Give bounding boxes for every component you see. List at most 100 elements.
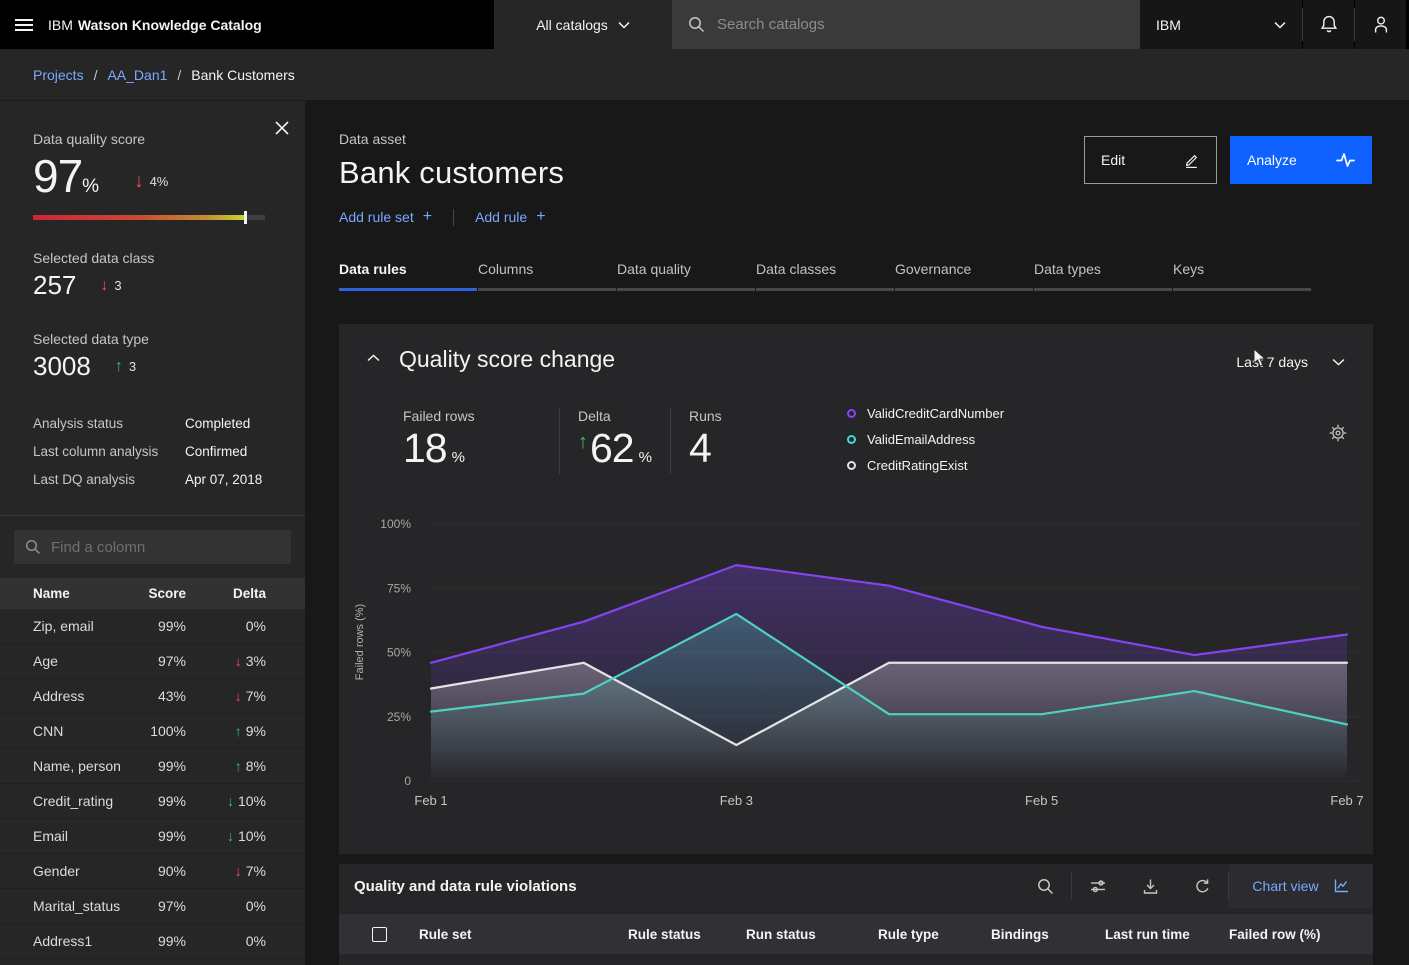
arrow-down-icon: ↓ bbox=[134, 171, 144, 192]
column-row[interactable]: Zip, email 99% 0% bbox=[0, 609, 305, 644]
arrow-up-icon: ↑ bbox=[234, 723, 242, 739]
stat-value: 4 bbox=[688, 425, 712, 471]
notifications-button[interactable] bbox=[1303, 0, 1354, 49]
table-search-button[interactable] bbox=[1019, 864, 1071, 908]
data-class-value: 257 bbox=[33, 270, 77, 300]
stat-runs: Runs 4 bbox=[689, 408, 722, 470]
tab-governance[interactable]: Governance bbox=[895, 261, 1033, 291]
column-name: CNN bbox=[33, 723, 64, 739]
column-row[interactable]: Gender 90% ↓ 7% bbox=[0, 854, 305, 889]
data-class-block: Selected data class 257 ↓ 3 bbox=[0, 220, 305, 301]
violations-header: Quality and data rule violations bbox=[339, 864, 1373, 908]
analyze-button[interactable]: Analyze bbox=[1230, 136, 1372, 184]
download-icon bbox=[1143, 879, 1157, 894]
data-quality-score-block: Data quality score 97% ↓ 4% bbox=[0, 101, 305, 199]
svg-text:Feb 7: Feb 7 bbox=[1330, 793, 1363, 808]
legend-item[interactable]: ValidCreditCardNumber bbox=[847, 406, 1004, 421]
chevron-down-icon bbox=[618, 21, 630, 29]
find-column-search bbox=[14, 530, 291, 564]
filter-settings-button[interactable] bbox=[1072, 864, 1124, 908]
user-icon bbox=[1374, 16, 1387, 33]
header-name: Name bbox=[33, 586, 70, 601]
add-rule-set-link[interactable]: Add rule set + bbox=[339, 208, 433, 225]
tab-data-types[interactable]: Data types bbox=[1034, 261, 1172, 291]
collapse-section-button[interactable] bbox=[367, 354, 380, 362]
date-range-selector[interactable]: Last 7 days bbox=[1236, 354, 1345, 370]
refresh-button[interactable] bbox=[1176, 864, 1228, 908]
column-name: Address1 bbox=[33, 933, 93, 949]
chart-settings-button[interactable] bbox=[1329, 424, 1347, 442]
column-row[interactable]: Name, person 99% ↑ 8% bbox=[0, 749, 305, 784]
meta-label: Analysis status bbox=[33, 416, 124, 431]
violations-column-header: Rule status bbox=[628, 926, 701, 942]
tab-columns[interactable]: Columns bbox=[478, 261, 616, 291]
breadcrumb-item[interactable]: AA_Dan1 bbox=[107, 66, 168, 83]
close-panel-button[interactable] bbox=[275, 121, 289, 135]
header-delta: Delta bbox=[232, 586, 266, 601]
chart-view-toggle[interactable]: Chart view bbox=[1229, 864, 1373, 908]
legend-item[interactable]: ValidEmailAddress bbox=[847, 432, 1004, 447]
catalog-selector-label: All catalogs bbox=[536, 16, 608, 33]
plus-icon: + bbox=[422, 208, 433, 225]
tab-data-quality[interactable]: Data quality bbox=[617, 261, 755, 291]
legend-label: CreditRatingExist bbox=[867, 458, 968, 473]
column-score: 99% bbox=[157, 793, 186, 809]
column-row[interactable]: Age 97% ↓ 3% bbox=[0, 644, 305, 679]
column-row[interactable]: Email 99% ↓ 10% bbox=[0, 819, 305, 854]
asset-type-label: Data asset bbox=[339, 131, 406, 147]
column-row[interactable]: CNN 100% ↑ 9% bbox=[0, 714, 305, 749]
violations-column-header: Run status bbox=[746, 926, 816, 942]
profile-button[interactable] bbox=[1355, 0, 1406, 49]
download-button[interactable] bbox=[1124, 864, 1176, 908]
rule-links: Add rule set + Add rule + bbox=[339, 208, 1409, 226]
column-row[interactable]: Address1 99% 0% bbox=[0, 924, 305, 959]
column-delta: ↓ 10% bbox=[226, 793, 266, 809]
search-catalogs-input[interactable] bbox=[717, 16, 1124, 33]
violations-column-header: Failed row (%) bbox=[1229, 926, 1321, 942]
chart-view-label: Chart view bbox=[1252, 878, 1319, 894]
select-all-checkbox[interactable] bbox=[371, 926, 387, 942]
breadcrumb-item[interactable]: Projects bbox=[33, 66, 84, 83]
find-column-input[interactable] bbox=[51, 538, 280, 556]
svg-text:Feb 3: Feb 3 bbox=[720, 793, 753, 808]
edit-pencil-icon bbox=[1185, 154, 1198, 168]
meta-value: Completed bbox=[185, 416, 251, 431]
menu-icon[interactable] bbox=[0, 0, 48, 49]
score-delta: ↓ 4% bbox=[134, 171, 169, 192]
edit-button[interactable]: Edit bbox=[1084, 136, 1217, 184]
svg-text:100%: 100% bbox=[380, 517, 411, 531]
column-row[interactable]: Address 43% ↓ 7% bbox=[0, 679, 305, 714]
search-icon bbox=[689, 17, 705, 33]
tab-data-classes[interactable]: Data classes bbox=[756, 261, 894, 291]
y-axis-label: Failed rows (%) bbox=[354, 603, 366, 681]
add-rule-link[interactable]: Add rule + bbox=[475, 208, 546, 225]
top-nav: IBM Watson Knowledge Catalog All catalog… bbox=[0, 0, 1409, 49]
violations-toolbar: Chart view bbox=[1019, 864, 1373, 908]
column-delta: 0% bbox=[245, 618, 266, 634]
violations-column-header: Rule type bbox=[878, 926, 939, 942]
column-score: 99% bbox=[157, 828, 186, 844]
toolbar-divider bbox=[1228, 872, 1229, 900]
tab-keys[interactable]: Keys bbox=[1173, 261, 1311, 291]
catalog-selector[interactable]: All catalogs bbox=[494, 0, 672, 49]
column-row[interactable]: Credit_rating 99% ↓ 10% bbox=[0, 784, 305, 819]
legend-item[interactable]: CreditRatingExist bbox=[847, 458, 1004, 473]
global-search bbox=[672, 0, 1140, 49]
meta-value: Confirmed bbox=[185, 444, 248, 459]
tab-data-rules[interactable]: Data rules bbox=[339, 261, 477, 291]
svg-text:Feb 5: Feb 5 bbox=[1025, 793, 1058, 808]
account-selector[interactable]: IBM bbox=[1140, 0, 1302, 49]
plus-icon: + bbox=[536, 208, 546, 225]
app-title: IBM Watson Knowledge Catalog bbox=[48, 0, 494, 49]
brand-name: Watson Knowledge Catalog bbox=[77, 16, 262, 33]
stat-value: 62 bbox=[590, 425, 635, 471]
column-score-table: Name Score Delta Zip, email 99% 0% Age 97% ↓ 3… bbox=[0, 578, 305, 959]
meta-value: Apr 07, 2018 bbox=[185, 472, 263, 487]
analysis-meta: Analysis status Completed Last column anal… bbox=[33, 416, 272, 487]
column-delta: ↓ 7% bbox=[234, 863, 266, 879]
stat-value: 18 bbox=[403, 425, 448, 471]
column-name: Name, person bbox=[33, 758, 121, 774]
reset-icon bbox=[1195, 878, 1208, 892]
svg-text:Feb 1: Feb 1 bbox=[414, 793, 447, 808]
column-row[interactable]: Marital_status 97% 0% bbox=[0, 889, 305, 924]
